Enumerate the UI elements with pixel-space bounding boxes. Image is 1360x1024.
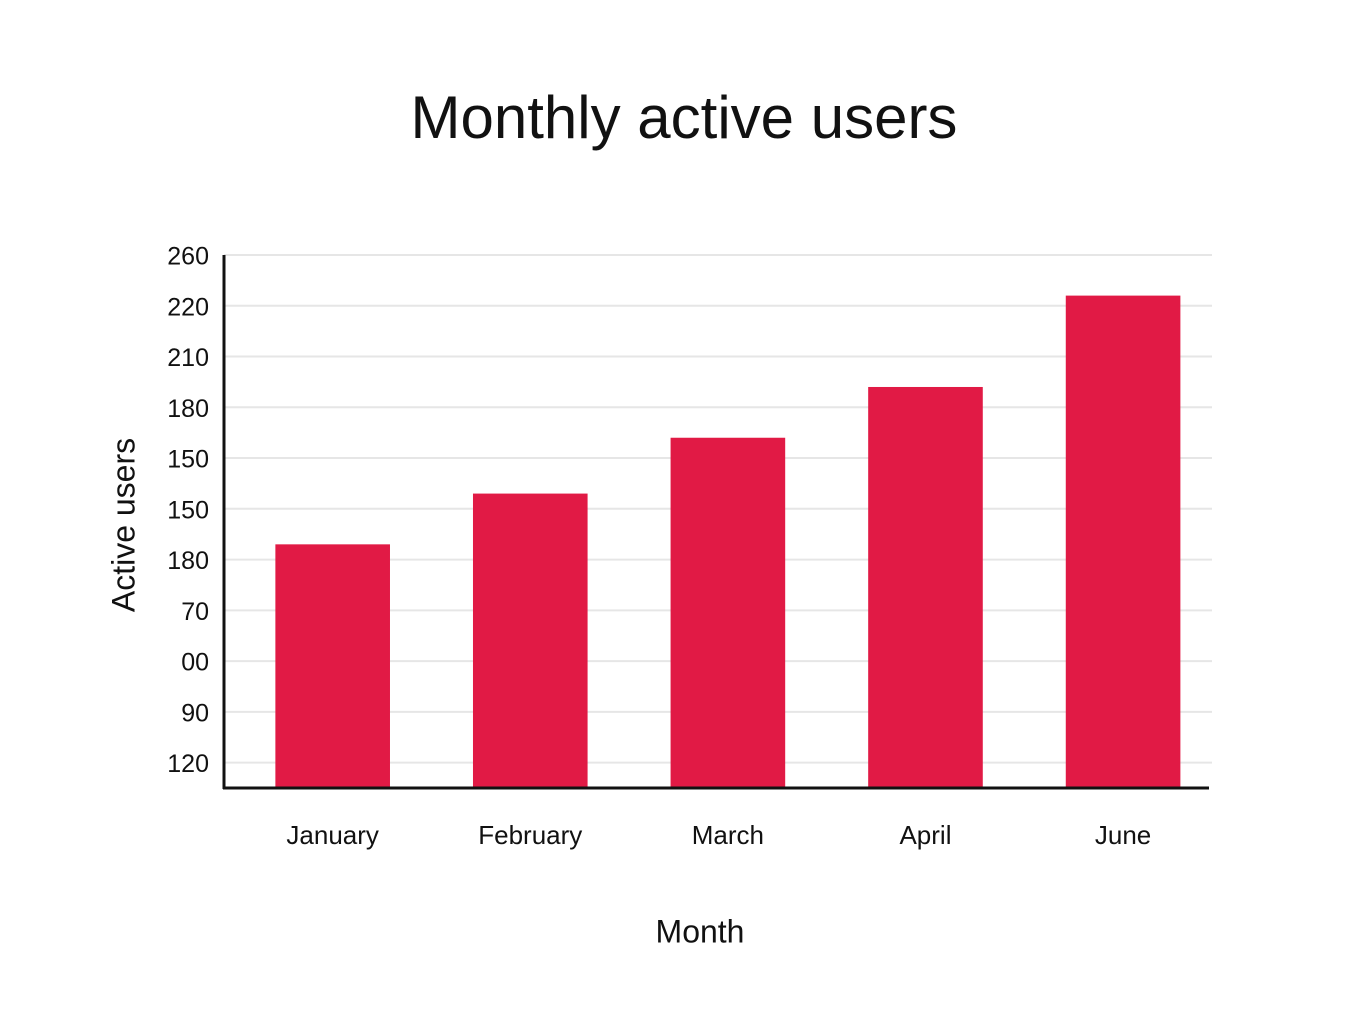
y-tick-label: 150 [167, 446, 209, 474]
x-tick-label: April [899, 820, 951, 850]
bar [275, 544, 390, 788]
y-tick-label: 220 [167, 293, 209, 321]
bar [1065, 295, 1181, 788]
x-tick-label: June [1095, 820, 1151, 850]
y-axis-label: Active users [105, 438, 141, 612]
y-tick-label: 90 [181, 699, 209, 727]
y-tick-label: 210 [167, 344, 209, 372]
x-tick-label: February [478, 820, 582, 850]
y-tick-label: 00 [181, 649, 209, 677]
bar [670, 437, 786, 788]
y-tick-label: 180 [167, 547, 209, 575]
y-tick-label: 180 [167, 395, 209, 423]
y-tick-label: 260 [167, 243, 209, 271]
bars [275, 295, 1181, 788]
bar [472, 493, 588, 788]
x-tick-label: January [286, 820, 379, 850]
chart-title: Monthly active users [411, 84, 958, 151]
x-tick-label: March [692, 820, 764, 850]
y-tick-label: 120 [167, 750, 209, 778]
bar [868, 386, 983, 788]
y-tick-label: 70 [181, 598, 209, 626]
x-axis-label: Month [656, 913, 745, 949]
y-tick-label: 150 [167, 496, 209, 524]
